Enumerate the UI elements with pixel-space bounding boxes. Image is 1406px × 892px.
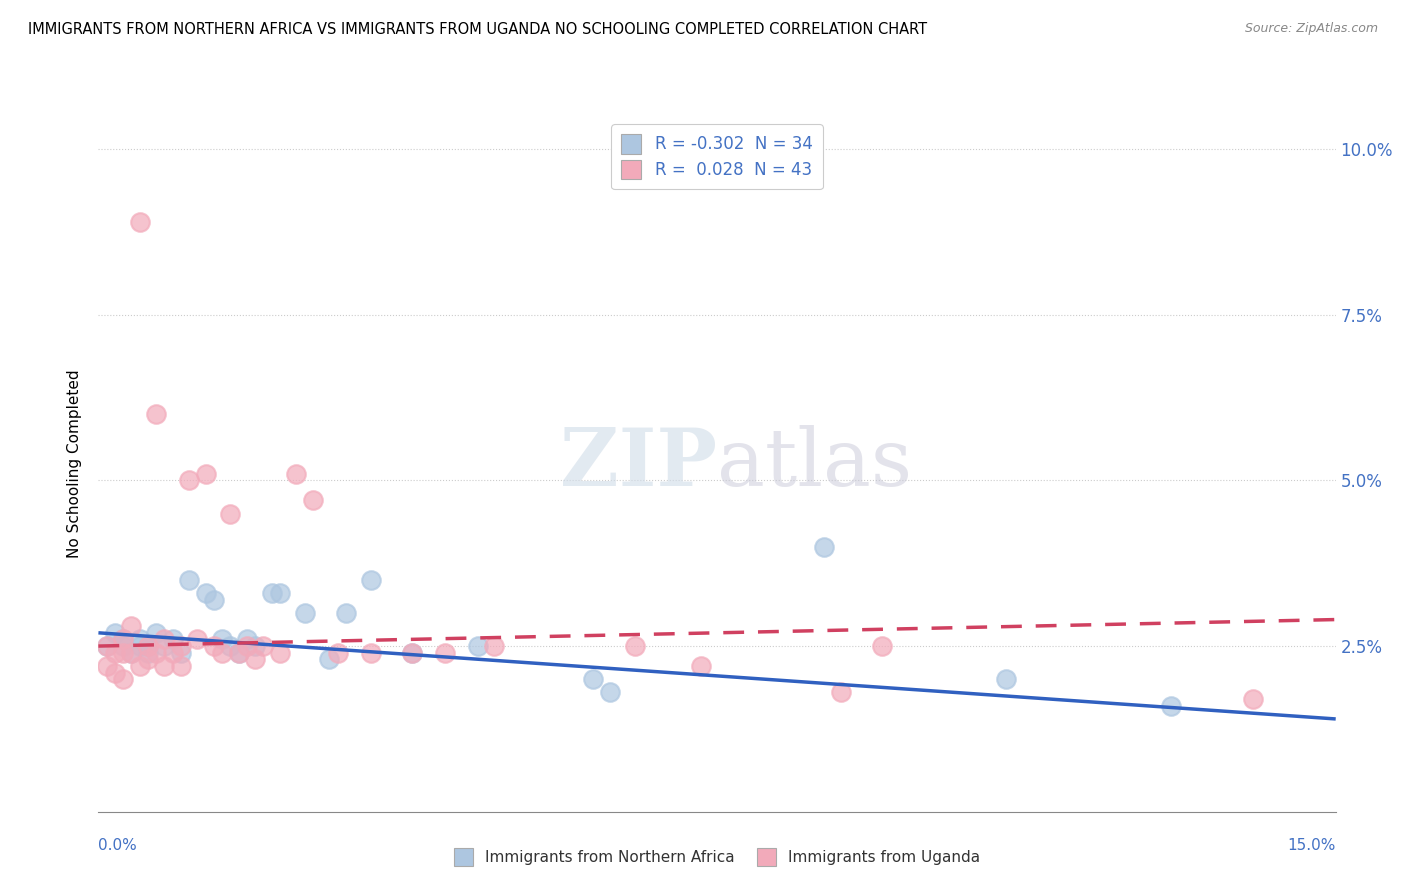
Point [96,639,118,653]
Text: ZIP: ZIP [560,425,717,503]
Point [112,632,135,647]
Point [145,407,167,421]
Point [112,632,135,647]
Point [599,685,621,699]
Point [813,540,835,554]
Point [104,625,127,640]
Point [96,659,118,673]
Point [335,606,357,620]
Point [170,659,193,673]
Point [467,639,489,653]
Point [269,646,291,660]
Point [228,646,250,660]
Point [128,659,150,673]
Point [170,646,193,660]
Point [236,639,259,653]
Point [96,639,118,653]
Point [153,659,176,673]
Point [128,639,150,653]
Point [1160,698,1182,713]
Point [243,639,266,653]
Point [228,646,250,660]
Point [179,474,201,488]
Point [243,652,266,666]
Point [186,632,208,647]
Y-axis label: No Schooling Completed: No Schooling Completed [67,369,83,558]
Point [136,646,159,660]
Point [219,639,242,653]
Point [401,646,423,660]
Point [128,632,150,647]
Point [211,632,233,647]
Point [830,685,852,699]
Point [120,646,142,660]
Point [153,632,176,647]
Point [112,646,135,660]
Point [104,646,127,660]
Point [269,586,291,600]
Point [120,646,142,660]
Point [219,507,242,521]
Point [194,467,217,481]
Point [145,625,167,640]
Point [162,646,184,660]
Point [433,646,456,660]
Point [112,639,135,653]
Point [104,665,127,680]
Text: 0.0%: 0.0% [98,838,138,854]
Point [194,586,217,600]
Point [162,632,184,647]
Text: 15.0%: 15.0% [1288,838,1336,854]
Text: Source: ZipAtlas.com: Source: ZipAtlas.com [1244,22,1378,36]
Point [145,646,167,660]
Point [294,606,316,620]
Point [120,619,142,633]
Text: IMMIGRANTS FROM NORTHERN AFRICA VS IMMIGRANTS FROM UGANDA NO SCHOOLING COMPLETED: IMMIGRANTS FROM NORTHERN AFRICA VS IMMIG… [28,22,927,37]
Point [401,646,423,660]
Point [153,639,176,653]
Point [136,639,159,653]
Point [360,646,382,660]
Point [170,639,193,653]
Point [623,639,645,653]
Point [112,672,135,686]
Point [202,592,225,607]
Point [136,639,159,653]
Point [202,639,225,653]
Point [128,215,150,229]
Point [302,493,325,508]
Point [285,467,308,481]
Point [484,639,506,653]
Point [211,646,233,660]
Point [582,672,605,686]
Point [179,573,201,587]
Point [252,639,274,653]
Point [260,586,283,600]
Point [994,672,1017,686]
Point [1241,692,1264,706]
Point [318,652,340,666]
Text: atlas: atlas [717,425,912,503]
Point [870,639,893,653]
Legend: Immigrants from Northern Africa, Immigrants from Uganda: Immigrants from Northern Africa, Immigra… [447,841,987,873]
Point [326,646,349,660]
Point [136,652,159,666]
Point [689,659,711,673]
Point [236,632,259,647]
Point [360,573,382,587]
